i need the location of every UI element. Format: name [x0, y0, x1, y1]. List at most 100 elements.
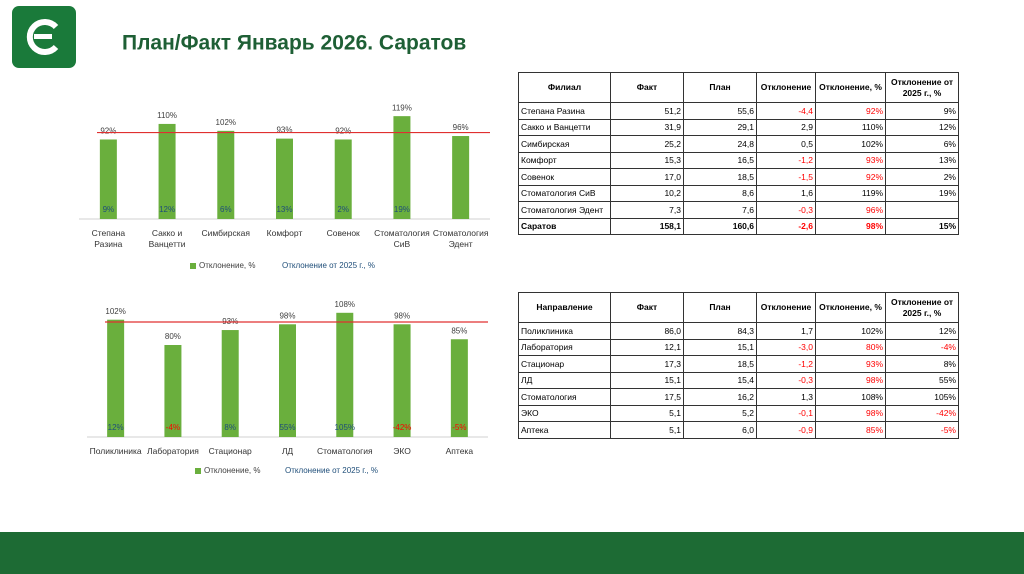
table-cell: 17,0 [610, 168, 684, 186]
table-cell: 96% [815, 201, 886, 219]
data-label: 119% [392, 103, 412, 112]
column-header: Филиал [518, 72, 611, 103]
column-header: Отклонение, % [815, 292, 886, 323]
legend-swatch [195, 468, 201, 474]
column-header: План [683, 292, 757, 323]
table-cell: 86,0 [610, 322, 684, 340]
table-cell: Стоматология Эдент [518, 201, 611, 219]
x-tick-label: Стационар [208, 446, 252, 456]
data-label: 12% [108, 423, 124, 432]
legend-label: Отклонение, % [204, 466, 260, 475]
table-cell: 105% [885, 388, 959, 406]
table-cell: 55% [885, 371, 959, 389]
x-tick-label: ЭКО [393, 446, 411, 456]
table-cell: 93% [815, 355, 886, 373]
table-cell: 19% [885, 184, 959, 202]
table-cell: 10,2 [610, 184, 684, 202]
data-label: 13% [276, 205, 292, 214]
table-cell: 15,1 [610, 371, 684, 389]
data-label: 8% [224, 423, 236, 432]
logo-mark [34, 34, 52, 39]
table-cell: 15% [885, 217, 959, 235]
table-cell: -0,3 [756, 201, 816, 219]
data-label: -42% [393, 423, 412, 432]
table-cell: 12,1 [610, 338, 684, 356]
table: Направление Факт План Отклонение Отклонение,… [518, 292, 959, 439]
column-header: Отклонение [756, 292, 816, 323]
table-cell: 80% [815, 338, 886, 356]
table-cell: 15,3 [610, 151, 684, 169]
table-cell: 55,6 [683, 102, 757, 120]
table-cell: 18,5 [683, 355, 757, 373]
table-cell: 98% [815, 371, 886, 389]
x-tick-label: Совенок [326, 228, 360, 238]
table-cell: 98% [815, 217, 886, 235]
table-cell: -3,0 [756, 338, 816, 356]
table-cell: 108% [815, 388, 886, 406]
x-tick-label: ЛД [281, 446, 294, 456]
data-label: 96% [453, 123, 469, 132]
table-cell: 13% [885, 151, 959, 169]
bar [393, 116, 411, 219]
table-cell: 18,5 [683, 168, 757, 186]
table-cell: 15,1 [683, 338, 757, 356]
table-cell: -4,4 [756, 102, 816, 120]
table-cell: 29,1 [683, 118, 757, 136]
table-cell: 31,9 [610, 118, 684, 136]
table-cell: 5,2 [683, 404, 757, 422]
table-cell: 92% [815, 168, 886, 186]
table-cell: 8,6 [683, 184, 757, 202]
data-label: 92% [100, 127, 116, 136]
column-header: Факт [610, 72, 684, 103]
data-label: -5% [452, 423, 466, 432]
table-cell: 17,5 [610, 388, 684, 406]
table-cell: 93% [815, 151, 886, 169]
data-label: 102% [216, 118, 236, 127]
table-cell: 119% [815, 184, 886, 202]
bar [221, 330, 239, 437]
table-cell: Стационар [518, 355, 611, 373]
table-cell: 16,2 [683, 388, 757, 406]
table-cell: 158,1 [610, 217, 684, 235]
table-cell: 92% [815, 102, 886, 120]
legend-label: Отклонение от 2025 г., % [282, 261, 375, 270]
table-cell: Стоматология [518, 388, 611, 406]
bar [336, 312, 354, 437]
table-cell: 5,1 [610, 421, 684, 439]
table-cell: Симбирская [518, 135, 611, 153]
bar [164, 345, 182, 437]
column-header: Отклонение от 2025 г., % [885, 72, 959, 103]
x-tick-label: Симбирская [201, 228, 251, 238]
table-cell: 2,9 [756, 118, 816, 136]
table-cell: Лаборатория [518, 338, 611, 356]
table-cell: 12% [885, 322, 959, 340]
data-label: 98% [279, 311, 295, 320]
legend-label: Отклонение, % [199, 261, 255, 270]
data-label: 12% [159, 205, 175, 214]
data-label: -4% [166, 423, 180, 432]
data-label: 102% [105, 307, 125, 316]
table-cell: -0,3 [756, 371, 816, 389]
table-cell: Саратов [518, 217, 611, 235]
data-label: 92% [335, 127, 351, 136]
table-cell: 2% [885, 168, 959, 186]
x-tick-label: Лаборатория [147, 446, 199, 456]
table-cell: 16,5 [683, 151, 757, 169]
table-cell: 160,6 [683, 217, 757, 235]
table-cell: 85% [815, 421, 886, 439]
table-cell: 8% [885, 355, 959, 373]
table-cell: -0,9 [756, 421, 816, 439]
logo-mark [26, 19, 59, 55]
x-tick-label: Стоматология СиВ [374, 228, 430, 249]
column-header: План [683, 72, 757, 103]
column-header: Отклонение, % [815, 72, 886, 103]
table-cell [885, 201, 959, 219]
data-label: 9% [103, 205, 115, 214]
x-tick-label: Стоматология [316, 446, 373, 456]
data-label: 105% [335, 423, 355, 432]
bar [107, 319, 125, 437]
table-cell: 1,6 [756, 184, 816, 202]
table: Филиал Факт План Отклонение Отклонение, % Отк… [518, 72, 959, 235]
table-cell: -1,2 [756, 355, 816, 373]
